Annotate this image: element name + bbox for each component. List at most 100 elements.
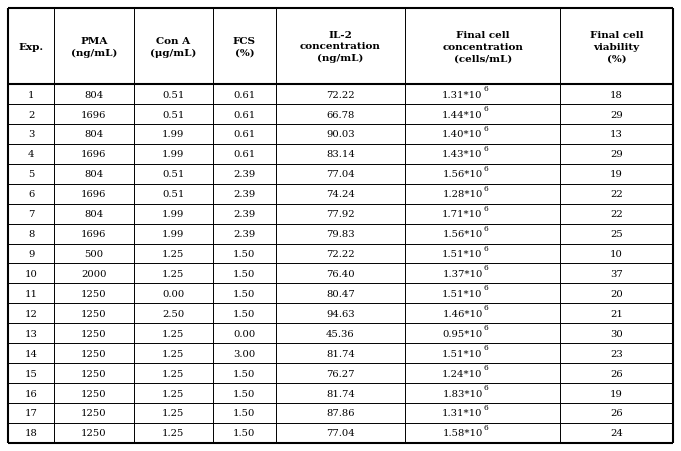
Text: 2.39: 2.39 [233, 190, 255, 199]
Text: PMA
(ng/mL): PMA (ng/mL) [71, 37, 117, 57]
Text: 15: 15 [25, 369, 37, 378]
Text: 1696: 1696 [81, 150, 106, 159]
Text: 1.25: 1.25 [162, 269, 185, 278]
Text: 3.00: 3.00 [233, 349, 255, 358]
Text: 74.24: 74.24 [326, 190, 355, 199]
Text: 72.22: 72.22 [326, 90, 355, 99]
Text: 29: 29 [610, 110, 622, 119]
Text: 1.31*10: 1.31*10 [442, 90, 483, 99]
Text: 804: 804 [84, 170, 104, 179]
Text: 25: 25 [610, 230, 622, 239]
Text: 1.25: 1.25 [162, 409, 185, 418]
Text: 87.86: 87.86 [326, 409, 355, 418]
Text: 26: 26 [610, 369, 622, 378]
Text: 0.95*10: 0.95*10 [443, 329, 483, 338]
Text: 6: 6 [484, 85, 489, 93]
Text: 0.61: 0.61 [233, 110, 255, 119]
Text: 1.51*10: 1.51*10 [442, 349, 483, 358]
Text: 1250: 1250 [81, 329, 107, 338]
Text: 29: 29 [610, 150, 622, 159]
Text: 21: 21 [610, 309, 623, 318]
Text: 1.50: 1.50 [233, 389, 255, 398]
Text: 1.25: 1.25 [162, 349, 185, 358]
Text: 6: 6 [484, 125, 489, 133]
Text: 2000: 2000 [81, 269, 107, 278]
Text: 1.51*10: 1.51*10 [442, 289, 483, 298]
Text: 6: 6 [484, 344, 489, 351]
Text: 12: 12 [25, 309, 37, 318]
Text: 1.99: 1.99 [162, 230, 185, 239]
Text: 1.50: 1.50 [233, 289, 255, 298]
Text: 22: 22 [610, 190, 622, 199]
Text: 1.25: 1.25 [162, 428, 185, 437]
Text: 0.00: 0.00 [233, 329, 255, 338]
Text: 0.51: 0.51 [162, 170, 185, 179]
Text: 1.43*10: 1.43*10 [442, 150, 483, 159]
Text: 1.71*10: 1.71*10 [442, 210, 483, 219]
Text: 79.83: 79.83 [326, 230, 355, 239]
Text: 6: 6 [484, 323, 489, 331]
Text: 1.46*10: 1.46*10 [442, 309, 483, 318]
Text: Con A
(μg/mL): Con A (μg/mL) [150, 37, 197, 57]
Text: 1.44*10: 1.44*10 [442, 110, 483, 119]
Text: 1.25: 1.25 [162, 329, 185, 338]
Text: 81.74: 81.74 [326, 349, 355, 358]
Text: 804: 804 [84, 130, 104, 139]
Text: 1.24*10: 1.24*10 [442, 369, 483, 378]
Text: 1250: 1250 [81, 309, 107, 318]
Text: 1.50: 1.50 [233, 428, 255, 437]
Text: 1250: 1250 [81, 369, 107, 378]
Text: 1.50: 1.50 [233, 249, 255, 258]
Text: 13: 13 [25, 329, 37, 338]
Text: 1696: 1696 [81, 190, 106, 199]
Text: 6: 6 [484, 184, 489, 192]
Text: 1.37*10: 1.37*10 [442, 269, 483, 278]
Text: 0.51: 0.51 [162, 90, 185, 99]
Text: 6: 6 [484, 105, 489, 113]
Text: 26: 26 [610, 409, 622, 418]
Text: IL-2
concentration
(ng/mL): IL-2 concentration (ng/mL) [300, 31, 381, 63]
Text: 1.50: 1.50 [233, 309, 255, 318]
Text: 6: 6 [484, 304, 489, 312]
Text: 1250: 1250 [81, 289, 107, 298]
Text: 1.56*10: 1.56*10 [443, 230, 483, 239]
Text: 72.22: 72.22 [326, 249, 355, 258]
Text: 18: 18 [25, 428, 37, 437]
Text: 1.25: 1.25 [162, 389, 185, 398]
Text: 1250: 1250 [81, 349, 107, 358]
Text: 0.00: 0.00 [162, 289, 185, 298]
Text: 19: 19 [610, 389, 623, 398]
Text: 1.51*10: 1.51*10 [442, 249, 483, 258]
Text: 6: 6 [484, 403, 489, 411]
Text: 1.56*10: 1.56*10 [443, 170, 483, 179]
Text: 1.99: 1.99 [162, 130, 185, 139]
Text: Final cell
viability
(%): Final cell viability (%) [590, 31, 643, 63]
Text: 11: 11 [25, 289, 37, 298]
Text: 90.03: 90.03 [326, 130, 355, 139]
Text: 2.39: 2.39 [233, 230, 255, 239]
Text: 20: 20 [610, 289, 622, 298]
Text: 500: 500 [84, 249, 104, 258]
Text: 19: 19 [610, 170, 623, 179]
Text: 8: 8 [28, 230, 34, 239]
Text: 18: 18 [610, 90, 623, 99]
Text: 1.25: 1.25 [162, 369, 185, 378]
Text: 37: 37 [610, 269, 622, 278]
Text: 0.51: 0.51 [162, 110, 185, 119]
Text: 1696: 1696 [81, 230, 106, 239]
Text: 6: 6 [484, 145, 489, 152]
Text: FCS
(%): FCS (%) [233, 37, 256, 57]
Text: 6: 6 [484, 224, 489, 232]
Text: 1.40*10: 1.40*10 [442, 130, 483, 139]
Text: 4: 4 [28, 150, 35, 159]
Text: 10: 10 [610, 249, 623, 258]
Text: 2.50: 2.50 [162, 309, 185, 318]
Text: Final cell
concentration
(cells/mL): Final cell concentration (cells/mL) [442, 31, 523, 63]
Text: 1.25: 1.25 [162, 249, 185, 258]
Text: Exp.: Exp. [18, 42, 44, 51]
Text: 6: 6 [484, 364, 489, 371]
Text: 0.61: 0.61 [233, 130, 255, 139]
Text: 76.40: 76.40 [326, 269, 355, 278]
Text: 1250: 1250 [81, 389, 107, 398]
Text: 6: 6 [484, 244, 489, 252]
